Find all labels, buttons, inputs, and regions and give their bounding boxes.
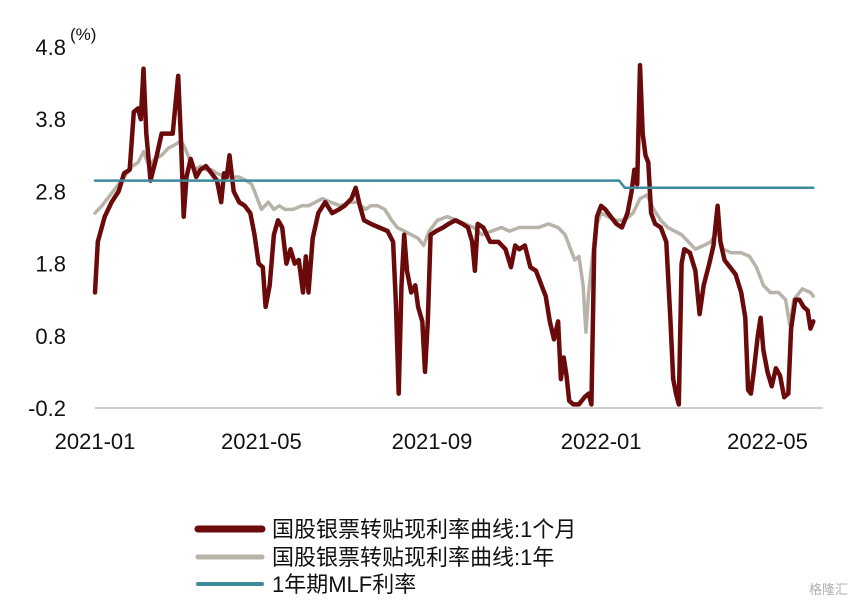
y-axis-unit-label: (%): [70, 25, 96, 44]
x-tick-label: 2021-09: [392, 429, 473, 454]
legend-label: 国股银票转贴现利率曲线:1个月: [272, 517, 576, 542]
x-axis-ticks: 2021-01 2021-05 2021-09 2022-01 2022-05: [55, 429, 808, 454]
y-tick-label: 1.8: [35, 252, 66, 277]
y-tick-label: 2.8: [35, 179, 66, 204]
watermark-text: 格隆汇: [808, 582, 848, 597]
y-tick-label: -0.2: [28, 396, 66, 421]
x-tick-label: 2022-05: [727, 429, 808, 454]
series-line-3: [93, 179, 815, 190]
legend-label: 1年期MLF利率: [272, 572, 416, 597]
y-tick-label: 0.8: [35, 324, 66, 349]
series-line-1: [92, 62, 816, 407]
y-tick-label: 4.8: [35, 35, 66, 60]
x-tick-label: 2022-01: [561, 429, 642, 454]
y-axis-ticks: 4.8 3.8 2.8 1.8 0.8 -0.2: [28, 35, 66, 421]
x-tick-label: 2021-05: [221, 429, 302, 454]
legend-label: 国股银票转贴现利率曲线:1年: [272, 545, 554, 570]
y-tick-label: 3.8: [35, 107, 66, 132]
series-layer: [92, 62, 816, 407]
x-tick-label: 2021-01: [55, 429, 136, 454]
